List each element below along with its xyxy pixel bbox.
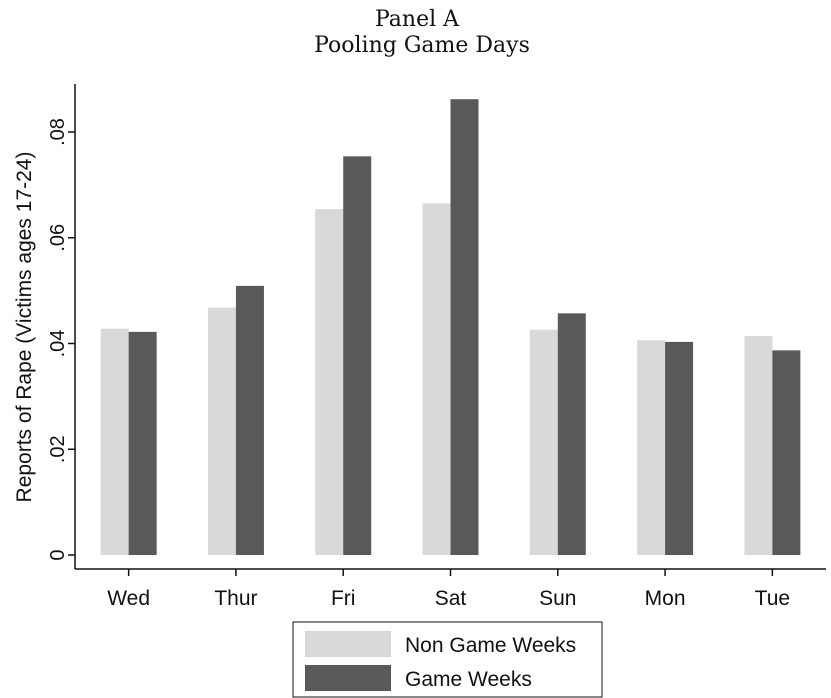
bar-sat-game-weeks: [450, 99, 479, 555]
bars-group: [100, 99, 801, 555]
legend-swatch-non-game-weeks: [305, 631, 391, 657]
y-tick-label: .04: [47, 330, 69, 358]
x-tick-label-mon: Mon: [645, 587, 686, 610]
bar-mon-game-weeks: [665, 341, 694, 555]
bar-wed-non-game-weeks: [100, 328, 129, 555]
x-tick-label-sat: Sat: [435, 587, 467, 610]
y-ticks-group: 0 .02 .04 .06 .08: [47, 118, 75, 561]
legend: Non Game Weeks Game Weeks: [292, 621, 603, 698]
y-axis-label: Reports of Rape (Victims ages 17-24): [13, 152, 36, 503]
chart-subtitle: Pooling Game Days: [314, 33, 530, 58]
x-tick-label-thur: Thur: [214, 587, 257, 610]
y-tick-label: .08: [47, 118, 69, 146]
x-tick-label-fri: Fri: [331, 587, 356, 610]
y-tick-label: .06: [47, 224, 69, 252]
legend-label-game-weeks: Game Weeks: [405, 668, 532, 691]
chart-title: Panel A: [375, 7, 460, 32]
bar-fri-game-weeks: [343, 156, 372, 555]
bar-sun-non-game-weeks: [529, 329, 558, 555]
bar-thur-game-weeks: [235, 285, 264, 555]
bar-fri-non-game-weeks: [315, 209, 344, 555]
bar-tue-game-weeks: [772, 350, 801, 555]
y-tick-label: 0: [47, 549, 69, 560]
bar-mon-non-game-weeks: [637, 340, 666, 555]
x-tick-label-sun: Sun: [539, 587, 576, 610]
bar-sat-non-game-weeks: [422, 203, 451, 555]
y-tick-label: .02: [47, 435, 69, 463]
legend-label-non-game-weeks: Non Game Weeks: [405, 634, 576, 657]
bar-thur-non-game-weeks: [207, 307, 236, 555]
bar-sun-game-weeks: [557, 313, 586, 555]
legend-swatch-game-weeks: [305, 665, 391, 691]
bar-wed-game-weeks: [128, 331, 157, 555]
x-ticks-group: Wed Thur Fri Sat Sun Mon Tue: [107, 569, 790, 610]
bar-tue-non-game-weeks: [744, 336, 773, 555]
x-tick-label-wed: Wed: [107, 587, 150, 610]
x-tick-label-tue: Tue: [755, 587, 790, 610]
